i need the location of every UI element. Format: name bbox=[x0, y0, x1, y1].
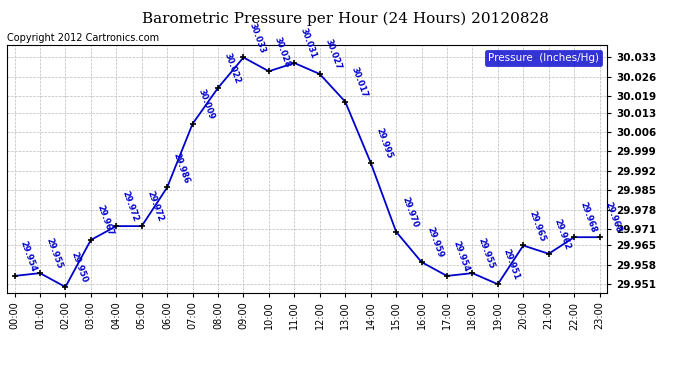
Text: 29.968: 29.968 bbox=[578, 201, 598, 234]
Text: 30.028: 30.028 bbox=[273, 35, 293, 69]
Text: 29.954: 29.954 bbox=[19, 240, 38, 273]
Text: 29.959: 29.959 bbox=[426, 226, 445, 259]
Text: 30.033: 30.033 bbox=[248, 21, 267, 55]
Legend: Pressure  (Inches/Hg): Pressure (Inches/Hg) bbox=[485, 50, 602, 66]
Text: 29.962: 29.962 bbox=[553, 217, 573, 251]
Text: 29.955: 29.955 bbox=[477, 237, 496, 270]
Text: 29.951: 29.951 bbox=[502, 248, 522, 281]
Text: 29.965: 29.965 bbox=[527, 209, 547, 243]
Text: Barometric Pressure per Hour (24 Hours) 20120828: Barometric Pressure per Hour (24 Hours) … bbox=[141, 11, 549, 26]
Text: 29.954: 29.954 bbox=[451, 240, 471, 273]
Text: 30.027: 30.027 bbox=[324, 38, 344, 71]
Text: 29.968: 29.968 bbox=[604, 201, 623, 234]
Text: 30.009: 30.009 bbox=[197, 88, 216, 121]
Text: 29.972: 29.972 bbox=[121, 190, 140, 224]
Text: 29.970: 29.970 bbox=[400, 196, 420, 229]
Text: 29.955: 29.955 bbox=[44, 237, 63, 270]
Text: 29.972: 29.972 bbox=[146, 190, 166, 224]
Text: 29.950: 29.950 bbox=[70, 251, 89, 284]
Text: 30.022: 30.022 bbox=[222, 52, 242, 85]
Text: 29.995: 29.995 bbox=[375, 126, 394, 160]
Text: 30.017: 30.017 bbox=[349, 66, 369, 99]
Text: 29.967: 29.967 bbox=[95, 204, 115, 237]
Text: 30.031: 30.031 bbox=[299, 27, 318, 60]
Text: 29.986: 29.986 bbox=[171, 151, 191, 184]
Text: Copyright 2012 Cartronics.com: Copyright 2012 Cartronics.com bbox=[7, 33, 159, 42]
